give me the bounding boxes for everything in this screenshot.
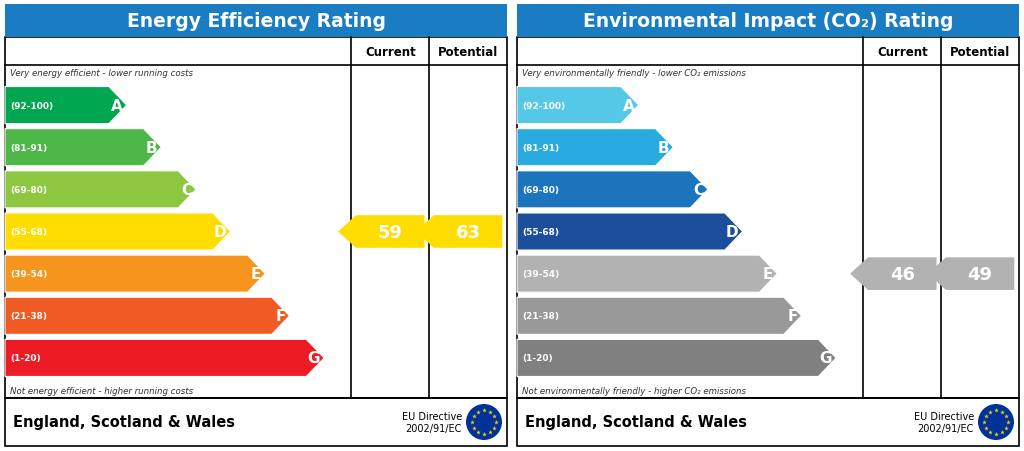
Polygon shape [5,256,265,293]
Polygon shape [416,216,503,248]
Polygon shape [5,87,127,124]
Text: Not energy efficient - higher running costs: Not energy efficient - higher running co… [10,386,194,395]
Text: Environmental Impact (CO₂) Rating: Environmental Impact (CO₂) Rating [583,12,953,31]
Text: F: F [787,308,798,323]
Text: E: E [251,267,261,281]
Polygon shape [517,171,708,208]
Text: (92-100): (92-100) [522,101,565,110]
Text: (39-54): (39-54) [522,270,559,279]
Text: B: B [145,140,158,156]
Text: (55-68): (55-68) [10,227,47,236]
Bar [517,398,1019,446]
Text: G: G [819,350,833,366]
Text: (21-38): (21-38) [10,312,47,321]
Polygon shape [517,256,777,293]
Text: Potential: Potential [950,46,1011,58]
Text: C: C [181,183,191,198]
Text: 63: 63 [456,223,480,241]
Text: A: A [623,98,635,113]
Polygon shape [5,340,325,377]
Text: (39-54): (39-54) [10,270,47,279]
Circle shape [978,404,1014,440]
Polygon shape [517,213,742,250]
Text: (92-100): (92-100) [10,101,53,110]
Text: (81-91): (81-91) [10,143,47,152]
Text: E: E [763,267,773,281]
Polygon shape [5,213,230,250]
Text: (69-80): (69-80) [522,185,559,194]
Text: G: G [307,350,321,366]
Bar [517,38,1019,398]
Polygon shape [517,129,674,166]
Polygon shape [928,258,1015,290]
Bar [5,398,507,446]
Text: Very energy efficient - lower running costs: Very energy efficient - lower running co… [10,69,193,78]
Text: 46: 46 [890,265,914,283]
Text: 59: 59 [378,223,402,241]
Text: England, Scotland & Wales: England, Scotland & Wales [13,414,234,429]
Text: (69-80): (69-80) [10,185,47,194]
Text: D: D [214,225,226,239]
Bar [5,38,507,398]
Text: A: A [111,98,123,113]
Text: Very environmentally friendly - lower CO₂ emissions: Very environmentally friendly - lower CO… [522,69,745,78]
Bar [5,5,507,38]
Text: (1-20): (1-20) [10,354,41,363]
Polygon shape [517,340,837,377]
Polygon shape [517,298,802,335]
Text: Current: Current [365,46,416,58]
Text: Energy Efficiency Rating: Energy Efficiency Rating [127,12,385,31]
Polygon shape [5,171,196,208]
Polygon shape [5,298,290,335]
Bar [517,5,1019,38]
Text: Not environmentally friendly - higher CO₂ emissions: Not environmentally friendly - higher CO… [522,386,746,395]
Text: C: C [693,183,703,198]
Polygon shape [517,87,639,124]
Text: EU Directive
2002/91/EC: EU Directive 2002/91/EC [401,411,462,433]
Text: (21-38): (21-38) [522,312,559,321]
Text: 49: 49 [968,265,992,283]
Text: F: F [275,308,286,323]
Text: D: D [726,225,738,239]
Polygon shape [338,216,425,248]
Circle shape [466,404,502,440]
Text: B: B [657,140,670,156]
Text: Potential: Potential [438,46,499,58]
Text: Current: Current [877,46,928,58]
Polygon shape [850,258,937,290]
Text: EU Directive
2002/91/EC: EU Directive 2002/91/EC [913,411,974,433]
Text: England, Scotland & Wales: England, Scotland & Wales [525,414,746,429]
Text: (81-91): (81-91) [522,143,559,152]
Text: (55-68): (55-68) [522,227,559,236]
Polygon shape [5,129,162,166]
Text: (1-20): (1-20) [522,354,553,363]
